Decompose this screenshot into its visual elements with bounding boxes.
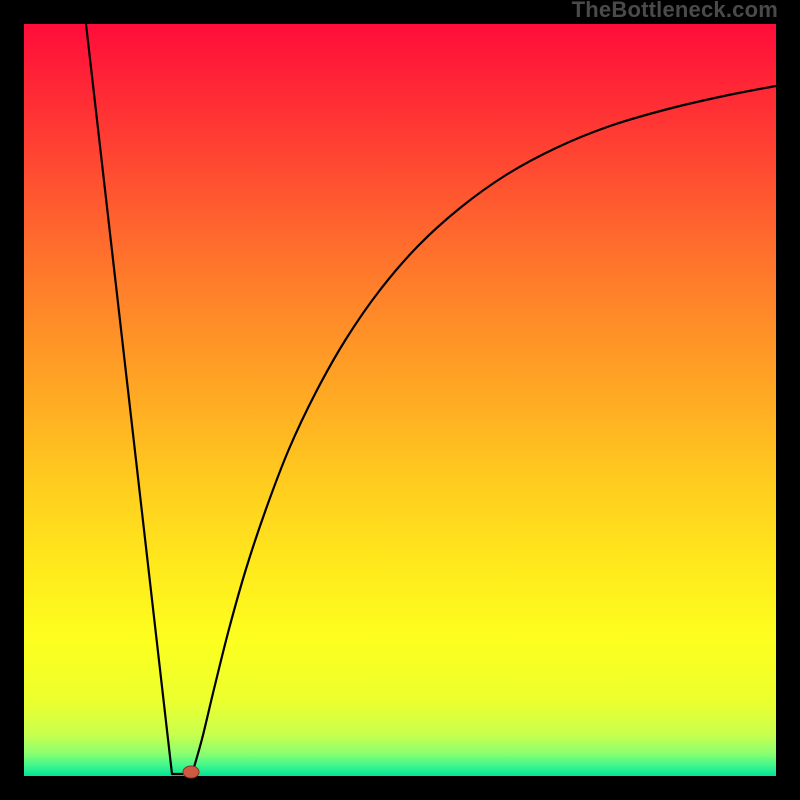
- bottleneck-chart: [0, 0, 800, 800]
- chart-frame: TheBottleneck.com: [0, 0, 800, 800]
- plot-area: [24, 24, 776, 776]
- optimum-marker: [183, 766, 199, 778]
